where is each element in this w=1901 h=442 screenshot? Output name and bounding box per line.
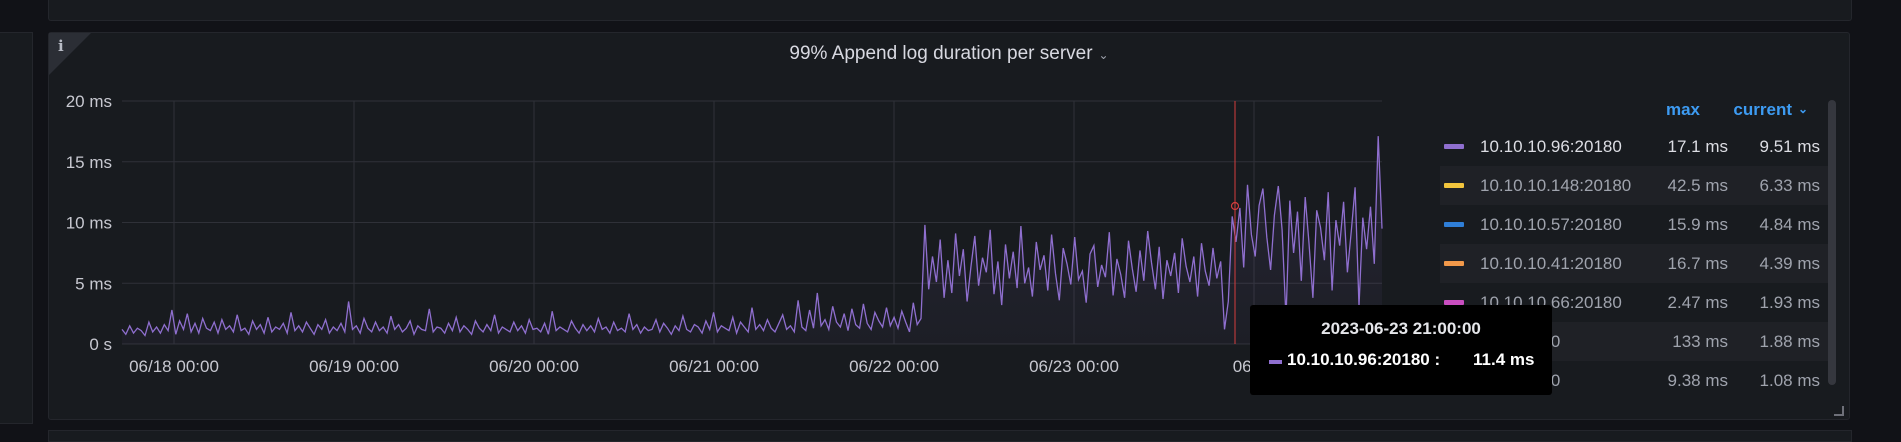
- y-tick-label: 5 ms: [75, 274, 112, 293]
- x-tick-label: 06/23 00:00: [1029, 357, 1119, 376]
- x-tick-label: 06/20 00:00: [489, 357, 579, 376]
- chevron-down-icon[interactable]: ⌄: [1797, 102, 1808, 116]
- legend-max-value: 16.7 ms: [1667, 254, 1728, 273]
- chevron-down-icon[interactable]: ⌄: [1098, 48, 1109, 62]
- legend-swatch[interactable]: [1444, 261, 1464, 266]
- legend-series-name[interactable]: 10.10.10.96:20180: [1480, 137, 1622, 156]
- panel-left-edge: [0, 32, 33, 424]
- y-tick-label: 10 ms: [66, 214, 112, 233]
- legend-item[interactable]: 10.10.10.57:20180 15.9 ms 4.84 ms: [1440, 205, 1830, 244]
- tooltip-value: 11.4 ms: [1473, 350, 1535, 369]
- y-tick-label: 0 s: [89, 335, 112, 354]
- legend-current-value: 1.93 ms: [1759, 293, 1820, 312]
- legend-max-value: 9.38 ms: [1667, 371, 1728, 390]
- legend-max-value: 17.1 ms: [1667, 137, 1728, 156]
- legend-max-value: 15.9 ms: [1667, 215, 1728, 234]
- legend-list: 10.10.10.96:20180 17.1 ms 9.51 ms 10.10.10.…: [1440, 127, 1830, 405]
- legend-scrollbar[interactable]: [1828, 100, 1836, 385]
- legend-item[interactable]: 10.10.10.41:20180 16.7 ms 4.39 ms: [1440, 244, 1830, 283]
- x-axis: 06/18 00:00 06/19 00:00 06/20 00:00 06/21 0…: [129, 357, 1275, 376]
- resize-handle[interactable]: [1834, 406, 1844, 416]
- x-tick-label: 06/21 00:00: [669, 357, 759, 376]
- info-icon[interactable]: i: [58, 37, 64, 55]
- x-tick-label: 06/19 00:00: [309, 357, 399, 376]
- y-tick-label: 15 ms: [66, 153, 112, 172]
- x-tick-label: 06/22 00:00: [849, 357, 939, 376]
- panel-title[interactable]: 99% Append log duration per server ⌄: [49, 43, 1849, 65]
- tooltip-series-name: 10.10.10.96:20180 :: [1287, 350, 1441, 369]
- info-corner[interactable]: [49, 33, 91, 75]
- legend-series-name[interactable]: 10.10.10.57:20180: [1480, 215, 1622, 234]
- legend-current-value: 1.08 ms: [1759, 371, 1820, 390]
- legend-current-value: 9.51 ms: [1759, 137, 1820, 156]
- hover-tooltip: 2023-06-23 21:00:00 10.10.10.96:20180 : …: [1250, 305, 1552, 395]
- tooltip-series-swatch: [1269, 360, 1282, 364]
- legend-current-value: 4.84 ms: [1759, 215, 1820, 234]
- panel-title-text[interactable]: 99% Append log duration per server: [789, 43, 1093, 64]
- legend-series-name[interactable]: 10.10.10.148:20180: [1480, 176, 1632, 195]
- x-tick-label: 06/18 00:00: [129, 357, 219, 376]
- legend-swatch[interactable]: [1444, 222, 1464, 227]
- hover-point: [1230, 201, 1240, 211]
- legend-max-value: 2.47 ms: [1667, 293, 1728, 312]
- legend-max-value: 133 ms: [1672, 332, 1728, 351]
- legend-swatch[interactable]: [1444, 300, 1464, 305]
- legend-item[interactable]: 10.10.10.96:20180 17.1 ms 9.51 ms: [1440, 127, 1830, 166]
- panel-above: [48, 0, 1852, 21]
- y-tick-label: 20 ms: [66, 92, 112, 111]
- tooltip-time: 2023-06-23 21:00:00: [1321, 319, 1481, 338]
- legend-series-name[interactable]: 10.10.10.41:20180: [1480, 254, 1622, 273]
- legend-swatch[interactable]: [1444, 183, 1464, 188]
- legend-current-header[interactable]: current: [1733, 100, 1792, 119]
- legend-swatch[interactable]: [1444, 144, 1464, 149]
- legend-current-value: 1.88 ms: [1759, 332, 1820, 351]
- legend-current-value: 4.39 ms: [1759, 254, 1820, 273]
- legend-max-header[interactable]: max: [1665, 100, 1700, 119]
- legend-max-value: 42.5 ms: [1667, 176, 1728, 195]
- series-line: [121, 136, 1383, 337]
- legend-item[interactable]: 10.10.10.148:20180 42.5 ms 6.33 ms: [1440, 166, 1830, 205]
- series-area: [122, 136, 1382, 344]
- legend-current-value: 6.33 ms: [1759, 176, 1820, 195]
- legend-header: max current ⌄: [1620, 100, 1820, 122]
- y-axis: 0 s 5 ms 10 ms 15 ms 20 ms: [66, 92, 112, 354]
